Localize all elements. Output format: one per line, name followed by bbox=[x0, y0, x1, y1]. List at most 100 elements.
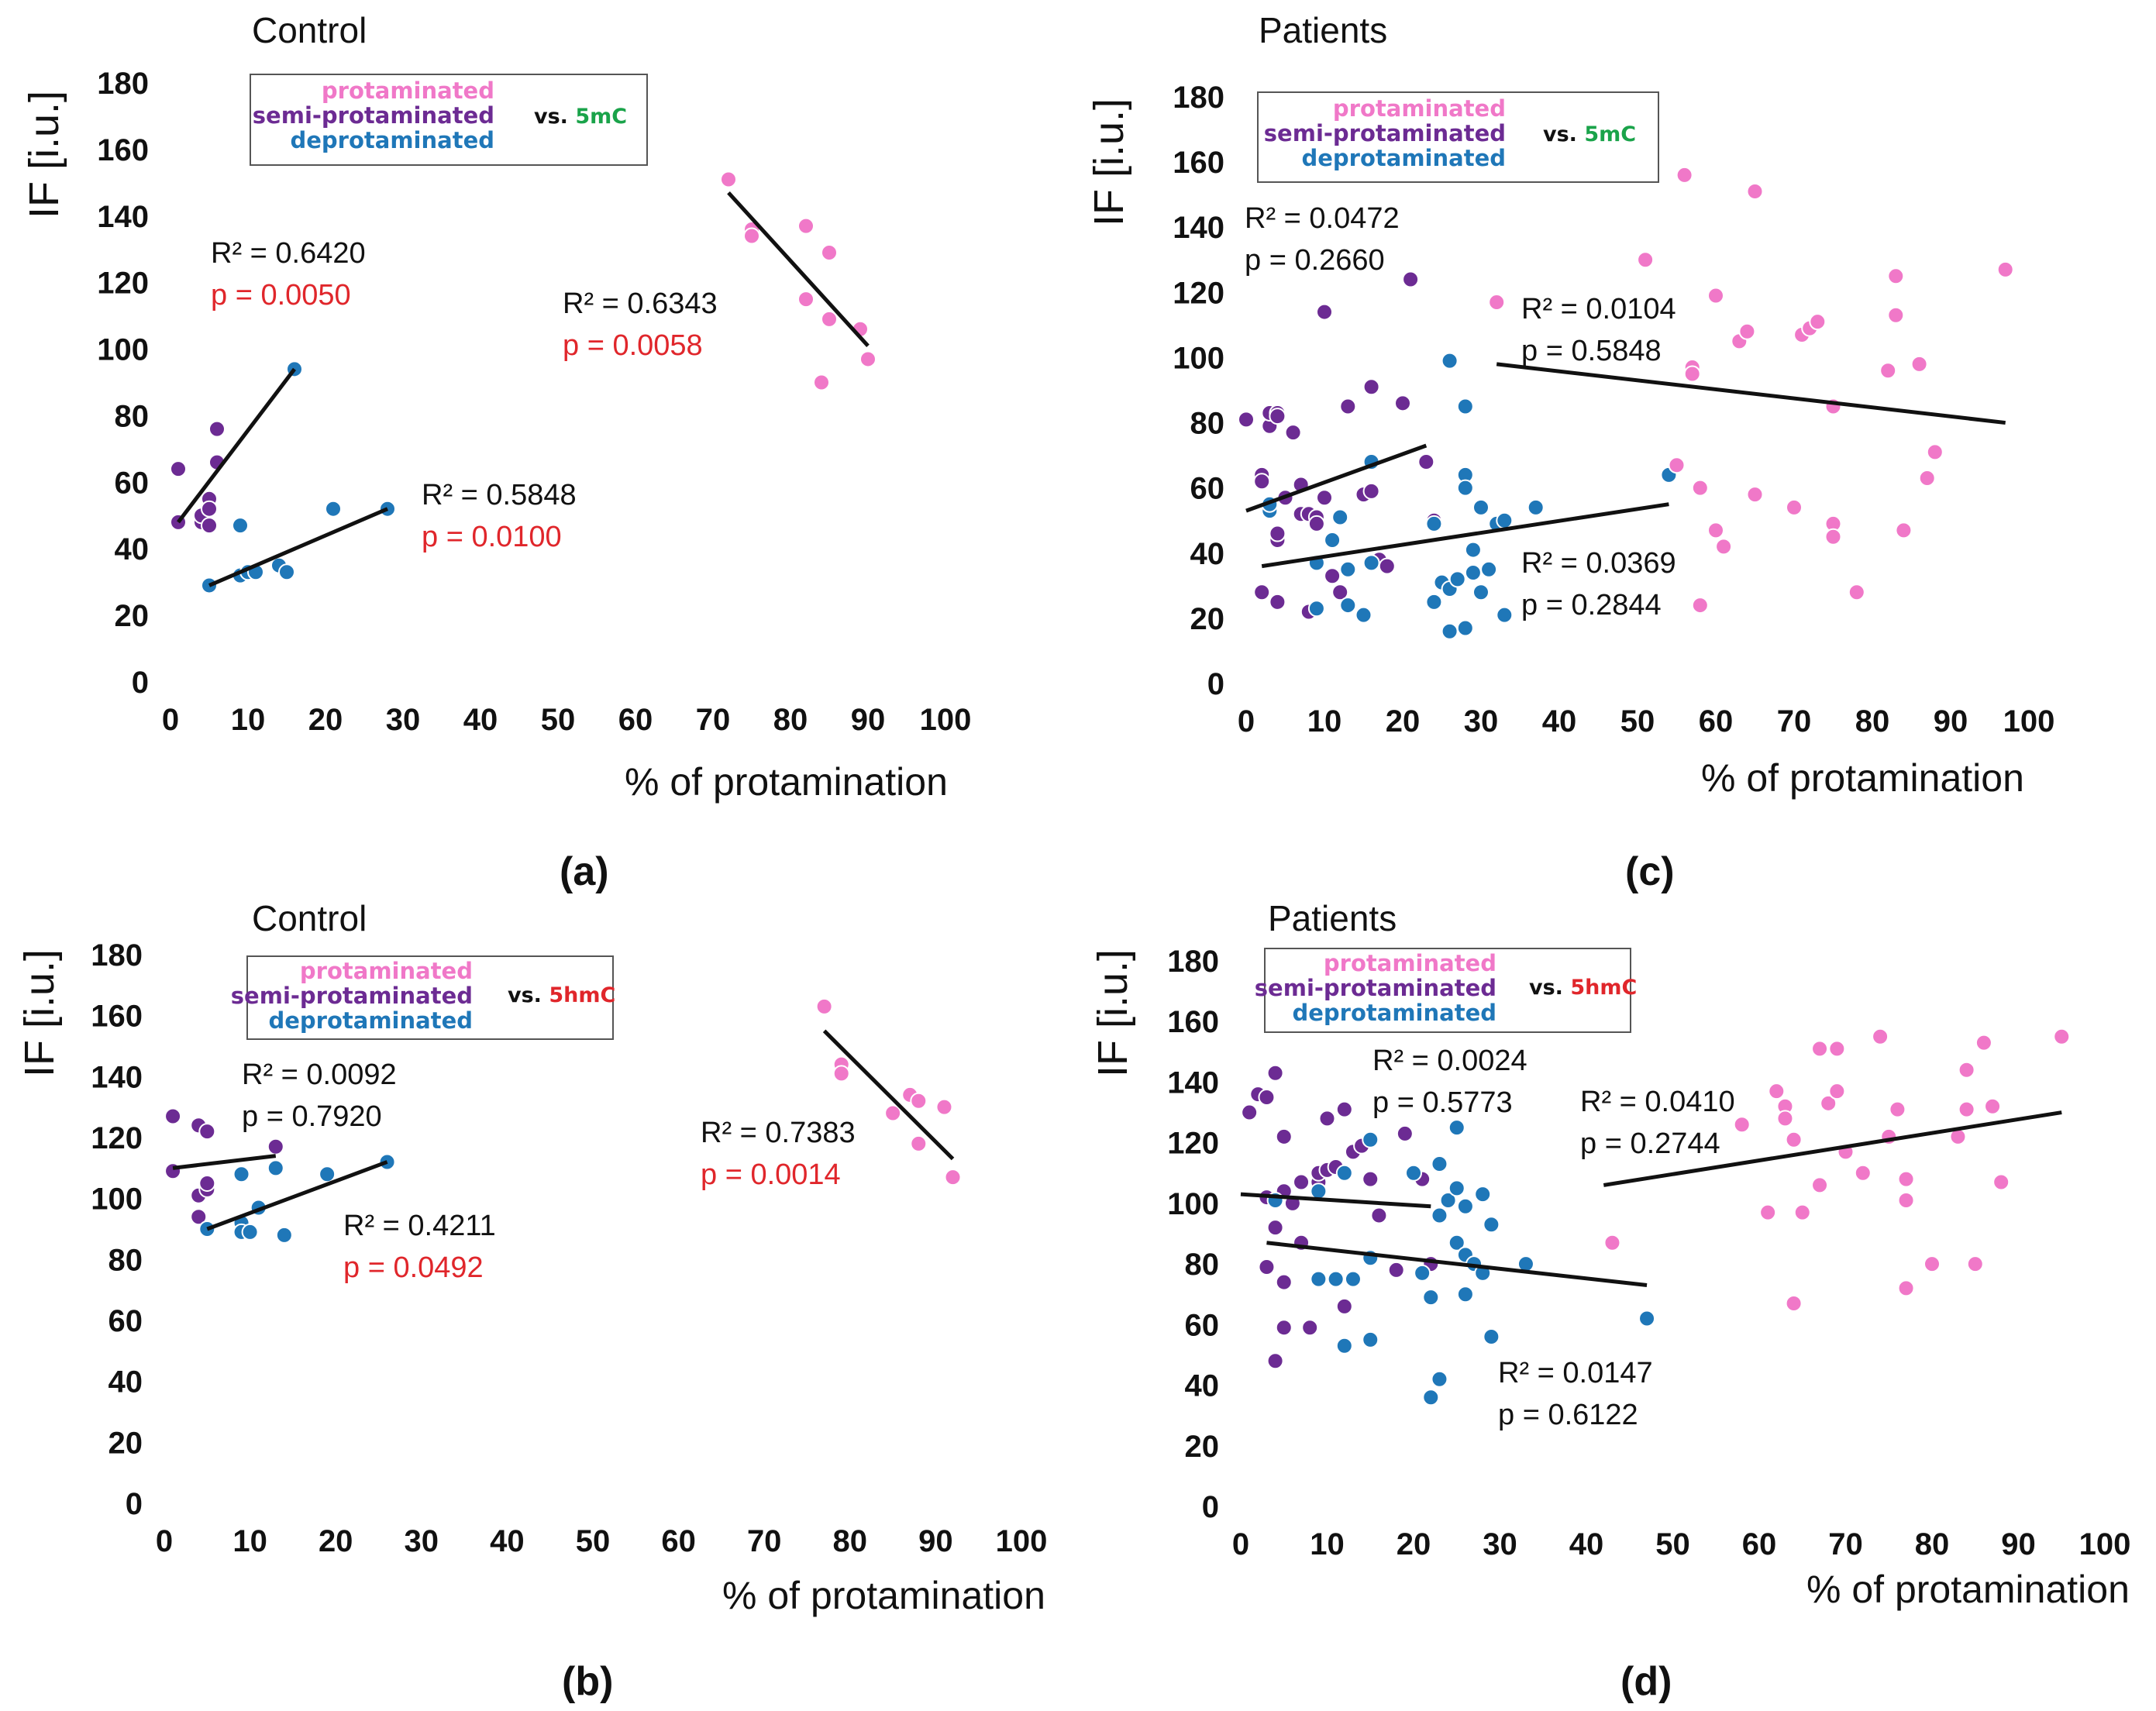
p-value: p = 0.0058 bbox=[563, 329, 703, 362]
data-point-protaminated bbox=[1637, 251, 1655, 269]
data-point-deprotaminated bbox=[1464, 564, 1482, 582]
x-tick-label: 60 bbox=[661, 1524, 696, 1558]
data-point-deprotaminated bbox=[1472, 584, 1490, 601]
data-point-semi-protaminated bbox=[1266, 1352, 1284, 1370]
panel-label: (c) bbox=[1625, 849, 1675, 894]
data-point-deprotaminated bbox=[1335, 1337, 1353, 1355]
y-tick-label: 80 bbox=[1190, 407, 1225, 441]
fit-line-protaminated bbox=[1496, 362, 2006, 425]
data-point-semi-protaminated bbox=[1362, 482, 1380, 500]
data-point-semi-protaminated bbox=[1335, 1100, 1353, 1118]
data-point-semi-protaminated bbox=[1301, 1319, 1319, 1337]
data-point-semi-protaminated bbox=[1370, 1207, 1388, 1224]
y-tick-label: 180 bbox=[91, 938, 143, 973]
data-point-deprotaminated bbox=[1456, 1197, 1474, 1215]
x-tick-label: 20 bbox=[319, 1524, 353, 1558]
data-point-deprotaminated bbox=[1362, 1331, 1379, 1348]
panel-title: Control bbox=[252, 898, 367, 938]
data-point-protaminated bbox=[1897, 1191, 1915, 1209]
x-tick-label: 0 bbox=[162, 703, 179, 737]
data-point-semi-protaminated bbox=[1269, 593, 1286, 611]
data-point-deprotaminated bbox=[1431, 1207, 1448, 1224]
legend-deprotaminated: deprotaminated bbox=[1301, 145, 1506, 171]
data-point-deprotaminated bbox=[1422, 1289, 1440, 1306]
x-tick-label: 100 bbox=[920, 703, 972, 737]
legend: protaminated semi-protaminated deprotami… bbox=[1257, 91, 1659, 183]
x-tick-label: 90 bbox=[918, 1524, 953, 1558]
x-tick-label: 90 bbox=[1934, 704, 1968, 738]
data-point-protaminated bbox=[1889, 1100, 1906, 1118]
data-point-semi-protaminated bbox=[164, 1107, 182, 1125]
stat-deprotaminated: R² = 0.0147 p = 0.6122 bbox=[1498, 1352, 1653, 1436]
x-tick-label: 40 bbox=[1542, 704, 1577, 738]
data-point-semi-protaminated bbox=[1335, 1297, 1353, 1315]
y-tick-label: 120 bbox=[91, 1121, 143, 1155]
panel-label: (a) bbox=[560, 849, 609, 894]
y-tick-label: 140 bbox=[1173, 211, 1224, 245]
data-point-deprotaminated bbox=[1496, 606, 1514, 624]
x-tick-label: 20 bbox=[308, 703, 343, 737]
data-point-semi-protaminated bbox=[1331, 584, 1349, 601]
data-point-semi-protaminated bbox=[1293, 1173, 1310, 1191]
data-point-protaminated bbox=[743, 227, 760, 245]
data-point-deprotaminated bbox=[1331, 508, 1349, 526]
y-tick-label: 80 bbox=[1185, 1248, 1220, 1282]
data-point-semi-protaminated bbox=[1396, 1124, 1414, 1142]
x-tick-label: 70 bbox=[1828, 1527, 1863, 1561]
y-tick-label: 120 bbox=[1173, 276, 1224, 310]
data-point-deprotaminated bbox=[1448, 1234, 1465, 1251]
data-point-semi-protaminated bbox=[1362, 378, 1380, 396]
legend-vs-target: 5mC bbox=[575, 105, 628, 129]
data-point-protaminated bbox=[1958, 1100, 1975, 1118]
legend: protaminated semi-protaminated deprotami… bbox=[250, 74, 648, 166]
x-tick-label: 60 bbox=[618, 703, 653, 737]
x-tick-label: 10 bbox=[1310, 1527, 1345, 1561]
p-value: p = 0.5773 bbox=[1372, 1086, 1513, 1119]
r2-value: R² = 0.7383 bbox=[701, 1117, 856, 1149]
data-point-deprotaminated bbox=[1441, 622, 1459, 640]
data-point-deprotaminated bbox=[1456, 479, 1474, 497]
data-point-deprotaminated bbox=[1335, 1164, 1353, 1182]
p-value: p = 0.0014 bbox=[701, 1158, 841, 1191]
data-point-semi-protaminated bbox=[1253, 584, 1271, 601]
data-point-deprotaminated bbox=[1638, 1310, 1656, 1327]
y-tick-label: 40 bbox=[1190, 537, 1225, 571]
fit-line-deprotaminated bbox=[1261, 502, 1669, 569]
data-point-protaminated bbox=[1811, 1040, 1829, 1058]
data-point-protaminated bbox=[1793, 1203, 1811, 1221]
data-point-protaminated bbox=[1759, 1203, 1777, 1221]
data-point-protaminated bbox=[1691, 479, 1709, 497]
data-point-semi-protaminated bbox=[1275, 1127, 1293, 1145]
x-tick-label: 70 bbox=[696, 703, 731, 737]
data-point-semi-protaminated bbox=[1275, 1273, 1293, 1291]
data-point-deprotaminated bbox=[1414, 1264, 1431, 1282]
data-point-protaminated bbox=[1887, 306, 1905, 324]
data-point-protaminated bbox=[1924, 1255, 1941, 1273]
data-point-protaminated bbox=[797, 217, 815, 235]
data-point-deprotaminated bbox=[1307, 600, 1325, 618]
x-axis-label: % of protamination bbox=[1701, 756, 2024, 800]
data-point-protaminated bbox=[1785, 1294, 1803, 1312]
data-point-protaminated bbox=[1488, 293, 1506, 311]
x-tick-label: 100 bbox=[2003, 704, 2055, 738]
legend-vs-target: 5mC bbox=[1584, 122, 1637, 146]
data-point-semi-protaminated bbox=[1402, 270, 1420, 288]
data-point-deprotaminated bbox=[232, 1165, 250, 1183]
x-axis-label: % of protamination bbox=[722, 1574, 1045, 1617]
y-tick-label: 100 bbox=[91, 1183, 143, 1217]
data-point-deprotaminated bbox=[1310, 1183, 1328, 1200]
data-point-protaminated bbox=[1984, 1097, 2002, 1115]
data-point-protaminated bbox=[1828, 1040, 1846, 1058]
stat-semi: R² = 0.6420 p = 0.0050 bbox=[211, 232, 366, 316]
data-point-deprotaminated bbox=[1456, 619, 1474, 637]
x-tick-label: 20 bbox=[1397, 1527, 1431, 1561]
y-tick-label: 140 bbox=[91, 1060, 143, 1094]
data-point-semi-protaminated bbox=[1269, 525, 1286, 542]
panel-title: Control bbox=[252, 10, 367, 50]
data-point-protaminated bbox=[1854, 1164, 1872, 1182]
legend-vs: vs. 5hmC bbox=[508, 983, 615, 1007]
legend-vs: vs. 5mC bbox=[534, 105, 627, 129]
data-point-protaminated bbox=[1707, 287, 1724, 305]
r2-value: R² = 0.0472 bbox=[1245, 202, 1400, 235]
y-axis-label: IF [i.u.] bbox=[21, 90, 67, 219]
